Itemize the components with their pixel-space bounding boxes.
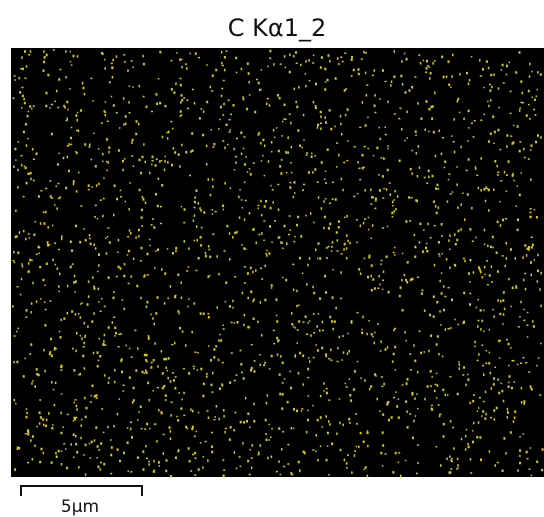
map-image: [11, 48, 544, 477]
map-title: C Kα1_2: [228, 14, 326, 42]
scale-bar: [21, 486, 142, 496]
page: C Kα1_2 5µm (() => { const data = JSON.p…: [0, 0, 544, 517]
scale-bar-label: 5µm: [61, 497, 99, 517]
element-map-view: C Kα1_2 5µm: [0, 0, 544, 517]
